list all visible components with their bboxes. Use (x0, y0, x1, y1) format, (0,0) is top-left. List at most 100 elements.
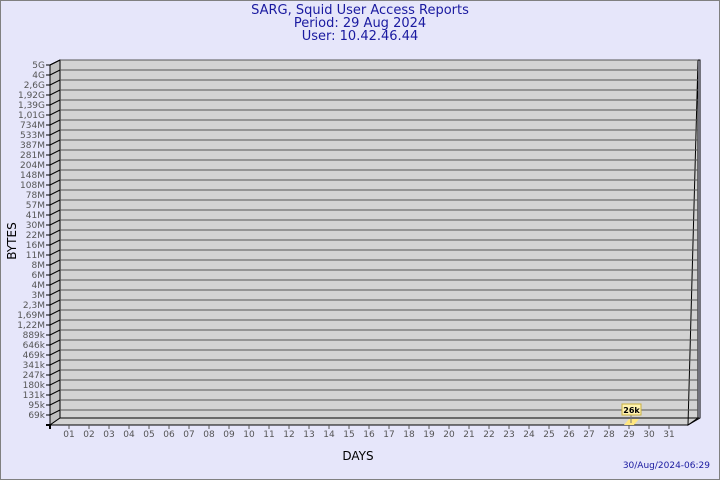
x-tick-label: 15 (343, 430, 354, 440)
floor (48, 417, 700, 426)
y-tick-label: 533M (20, 131, 45, 141)
y-tick-label: 469k (23, 351, 46, 361)
x-tick-label: 05 (143, 430, 154, 440)
y-tick-label: 11M (26, 251, 45, 261)
x-tick-label: 27 (583, 430, 594, 440)
x-tick-label: 14 (323, 430, 335, 440)
side-gridline (49, 259, 61, 266)
y-tick-label: 3M (32, 291, 46, 301)
y-tick-label: 646k (23, 341, 46, 351)
x-tick-label: 04 (123, 430, 135, 440)
timestamp: 30/Aug/2024-06:29 (622, 461, 710, 471)
y-tick-label: 8M (32, 261, 46, 271)
y-tick-label: 4G (32, 71, 45, 81)
x-tick-label: 22 (483, 430, 494, 440)
y-tick-label: 95k (28, 401, 45, 411)
y-tick-label: 57M (26, 201, 45, 211)
x-tick-label: 28 (603, 430, 615, 440)
chart-user: User: 10.42.46.44 (301, 29, 419, 44)
y-tick-label: 16M (26, 241, 45, 251)
side-gridline (49, 169, 61, 176)
side-gridline (49, 309, 61, 316)
x-tick-label: 13 (303, 430, 314, 440)
x-tick-label: 12 (283, 430, 294, 440)
x-tick-label: 06 (163, 430, 175, 440)
y-axis-label: BYTES (5, 222, 19, 259)
x-tick-label: 11 (263, 430, 274, 440)
x-tick-label: 07 (183, 430, 194, 440)
bar-value-label: 26k (623, 406, 640, 415)
side-gridline (49, 319, 61, 326)
y-tick-label: 387M (20, 141, 45, 151)
side-gridline (49, 89, 61, 96)
y-tick-label: 4M (32, 281, 46, 291)
side-gridline (49, 79, 61, 86)
side-gridline (49, 279, 61, 286)
side-gridline (49, 159, 61, 166)
y-tick-label: 1,01G (18, 111, 45, 121)
back-wall (59, 59, 699, 419)
side-gridline (49, 59, 61, 66)
y-tick-label: 22M (26, 231, 45, 241)
y-tick-label: 41M (26, 211, 45, 221)
y-tick-label: 1,39G (18, 101, 45, 111)
side-gridline (49, 389, 61, 396)
y-tick-label: 69k (28, 411, 45, 421)
x-tick-label: 30 (643, 430, 655, 440)
side-gridline (49, 349, 61, 356)
x-tick-label: 26 (563, 430, 575, 440)
side-gridline (49, 409, 61, 416)
x-tick-label: 19 (423, 430, 435, 440)
y-tick-label: 6M (32, 271, 46, 281)
side-gridline (49, 139, 61, 146)
y-tick-label: 5G (32, 61, 45, 71)
right-edge (687, 59, 701, 426)
x-axis-label: DAYS (342, 449, 373, 463)
side-gridline (49, 269, 61, 276)
side-gridline (49, 69, 61, 76)
side-gridline (49, 249, 61, 256)
y-tick-label: 281M (20, 151, 45, 161)
x-tick-label: 18 (403, 430, 415, 440)
bar-label-box (621, 403, 642, 416)
y-tick-label: 108M (20, 181, 45, 191)
x-tick-label: 10 (243, 430, 255, 440)
side-gridline (49, 189, 61, 196)
x-tick-label: 09 (223, 430, 235, 440)
x-tick-label: 24 (523, 430, 535, 440)
x-tick-label: 25 (543, 430, 554, 440)
side-gridline (49, 239, 61, 246)
y-tick-label: 734M (20, 121, 45, 131)
x-tick-label: 21 (463, 430, 474, 440)
x-tick-label: 17 (383, 430, 394, 440)
side-gridline (49, 329, 61, 336)
y-tick-label: 78M (26, 191, 45, 201)
y-tick-label: 204M (20, 161, 45, 171)
chart-period: Period: 29 Aug 2024 (293, 16, 427, 31)
side-gridline (49, 359, 61, 366)
y-tick-label: 131k (23, 391, 46, 401)
x-tick-label: 02 (83, 430, 94, 440)
y-tick-label: 247k (23, 371, 46, 381)
side-gridline (49, 299, 61, 306)
y-tick-label: 889k (23, 331, 46, 341)
x-tick-label: 01 (63, 430, 74, 440)
side-gridline (49, 289, 61, 296)
x-tick-label: 29 (623, 430, 635, 440)
y-tick-label: 1,22M (17, 321, 45, 331)
y-tick-label: 2,3M (23, 301, 45, 311)
side-gridline (49, 179, 61, 186)
x-tick-label: 03 (103, 430, 114, 440)
side-gridline (49, 209, 61, 216)
x-tick-label: 20 (443, 430, 455, 440)
side-gridline (49, 399, 61, 406)
chart-title: SARG, Squid User Access Reports (251, 3, 469, 18)
side-gridline (49, 129, 61, 136)
y-tick-label: 341k (23, 361, 46, 371)
x-tick-label: 16 (363, 430, 375, 440)
side-gridline (49, 369, 61, 376)
side-gridline (49, 379, 61, 386)
side-gridline (49, 119, 61, 126)
y-tick-label: 2,6G (24, 81, 45, 91)
